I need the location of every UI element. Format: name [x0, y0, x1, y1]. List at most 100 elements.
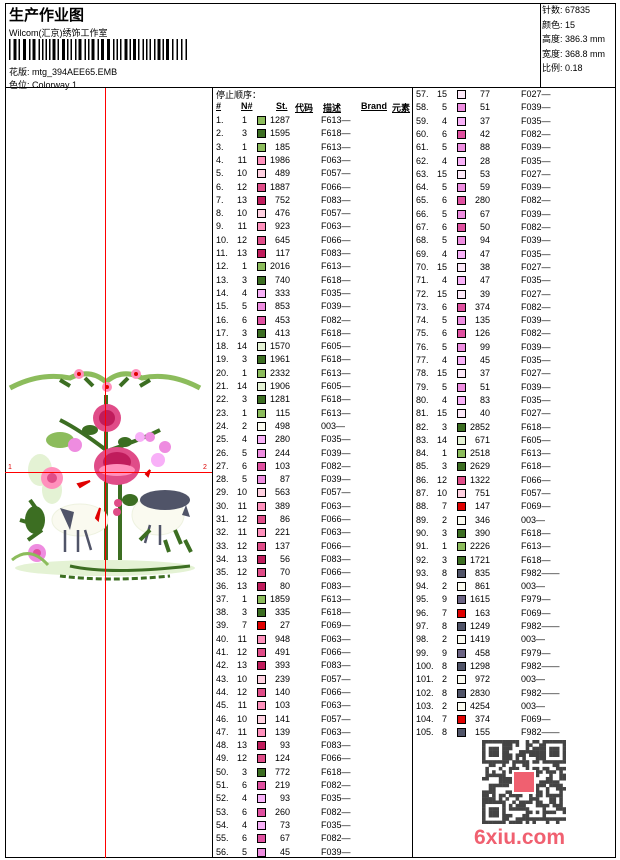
thread-color-swatch: [257, 834, 266, 844]
needle-number: 7: [441, 714, 447, 725]
stitch-count: 94: [479, 235, 490, 246]
stitch-count: 413: [274, 327, 290, 338]
needle-number: 2: [441, 674, 447, 685]
stitch-count: 137: [274, 540, 290, 551]
stop-sequence-row: 62. 4 28 F035—: [413, 155, 613, 168]
needle-number: 2: [441, 634, 447, 645]
info-label: 比例:: [542, 63, 563, 73]
stop-sequence-row: 25. 4 280 F035—: [213, 433, 413, 446]
stop-sequence-row: 52. 4 93 F035—: [213, 792, 413, 805]
stitch-count: 346: [474, 514, 490, 525]
thread-color-swatch: [257, 182, 266, 192]
stop-number: 79.: [416, 381, 429, 392]
barcode-bar: [13, 39, 17, 60]
worksheet-header: 生产作业图 Wilcom(汇京)绣饰工作室 花版: mtg_394AEE65.E…: [5, 3, 616, 91]
stitch-count: 56: [279, 553, 290, 564]
thread-code: F082—: [521, 328, 551, 339]
stop-sequence-row: 17. 3 413 F618—: [213, 327, 413, 340]
thread-color-swatch: [257, 528, 266, 538]
thread-color-swatch: [257, 741, 266, 751]
needle-number: 14: [236, 381, 247, 391]
stop-number: 54.: [216, 819, 229, 830]
stitch-count: 221: [274, 527, 290, 538]
needle-number: 4: [241, 819, 247, 830]
thread-color-swatch: [457, 688, 466, 698]
stitch-count: 59: [479, 182, 490, 193]
stop-number: 7.: [216, 194, 224, 205]
stitch-count: 335: [274, 607, 290, 618]
thread-color-swatch: [257, 554, 266, 564]
stop-number: 96.: [416, 607, 429, 618]
stitch-count: 88: [479, 142, 490, 153]
thread-color-swatch: [257, 754, 266, 764]
thread-color-swatch: [457, 262, 466, 272]
thread-code: F035—: [521, 275, 551, 286]
barcode-bar: [176, 39, 178, 60]
stop-number: 19.: [216, 354, 229, 365]
stitch-count: 2332: [269, 367, 290, 378]
stop-number: 1.: [216, 115, 224, 125]
needle-number: 6: [241, 314, 247, 325]
stop-sequence-row: 5. 10 489 F057—: [213, 167, 413, 180]
needle-number: 10: [236, 208, 247, 219]
design-file-name: mtg_394AEE65.EMB: [32, 67, 118, 77]
thread-color-swatch: [257, 262, 266, 272]
colorway: 色位: Colorway 1: [9, 78, 77, 91]
stop-number: 25.: [216, 434, 229, 445]
needle-number: 12: [236, 647, 247, 657]
needle-number: 10: [436, 488, 447, 498]
stitch-count: 77: [479, 89, 490, 99]
thread-color-swatch: [457, 236, 466, 246]
stop-number: 74.: [416, 315, 429, 326]
barcode-bar: [32, 39, 36, 60]
qr-code: [482, 740, 566, 824]
stop-number: 16.: [216, 314, 229, 325]
stop-sequence-row: 94. 2 861 003—: [413, 580, 613, 593]
thread-color-swatch: [257, 794, 266, 804]
thread-code: F039—: [521, 341, 551, 352]
stitch-count: 476: [274, 208, 290, 219]
stop-number: 61.: [416, 142, 429, 153]
needle-number: 3: [241, 128, 247, 139]
colorway-value: Colorway 1: [32, 80, 78, 90]
stop-number: 75.: [416, 328, 429, 339]
needle-number: 4: [241, 793, 247, 804]
stitch-count: 28: [479, 155, 490, 166]
thread-color-swatch: [257, 355, 266, 365]
needle-number: 5: [441, 235, 447, 246]
needle-number: 7: [241, 620, 247, 631]
stitch-count: 1859: [269, 593, 290, 604]
thread-color-swatch: [457, 276, 466, 286]
thread-color-swatch: [257, 395, 266, 405]
thread-color-swatch: [257, 368, 266, 378]
thread-color-swatch: [457, 608, 466, 618]
needle-number: 6: [241, 780, 247, 790]
thread-color-swatch: [457, 382, 466, 392]
info-label: 宽度:: [542, 48, 563, 59]
thread-color-swatch: [257, 421, 266, 431]
stitch-count: 117: [275, 248, 290, 258]
thread-code: F035—: [521, 115, 551, 126]
stitch-count: 374: [474, 714, 490, 725]
needle-number: 15: [436, 368, 447, 379]
stitch-count: 40: [479, 408, 490, 419]
thread-color-swatch: [457, 555, 466, 565]
stop-sequence-row: 58. 5 51 F039—: [413, 101, 613, 114]
thread-color-swatch: [257, 209, 266, 219]
info-scale: 比例: 0.18: [542, 61, 616, 76]
thread-color-swatch: [457, 289, 466, 299]
thread-color-swatch: [257, 275, 266, 285]
needle-number: 5: [241, 447, 247, 458]
thread-color-swatch: [257, 488, 266, 498]
thread-code: F035—: [521, 248, 551, 259]
stitch-count: 86: [279, 514, 290, 524]
stop-sequence-row: 97. 8 1249 F982——: [413, 620, 613, 633]
needle-number: 11: [237, 500, 247, 511]
stop-sequence-row: 90. 3 390 F618—: [413, 527, 613, 540]
garland-vine: [8, 371, 202, 391]
thread-code: F082—: [521, 128, 551, 139]
stop-sequence-row: 74. 5 135 F039—: [413, 314, 613, 327]
thread-code: F066—: [321, 647, 351, 657]
needle-number: 3: [241, 607, 247, 618]
needle-number: 5: [441, 208, 447, 219]
